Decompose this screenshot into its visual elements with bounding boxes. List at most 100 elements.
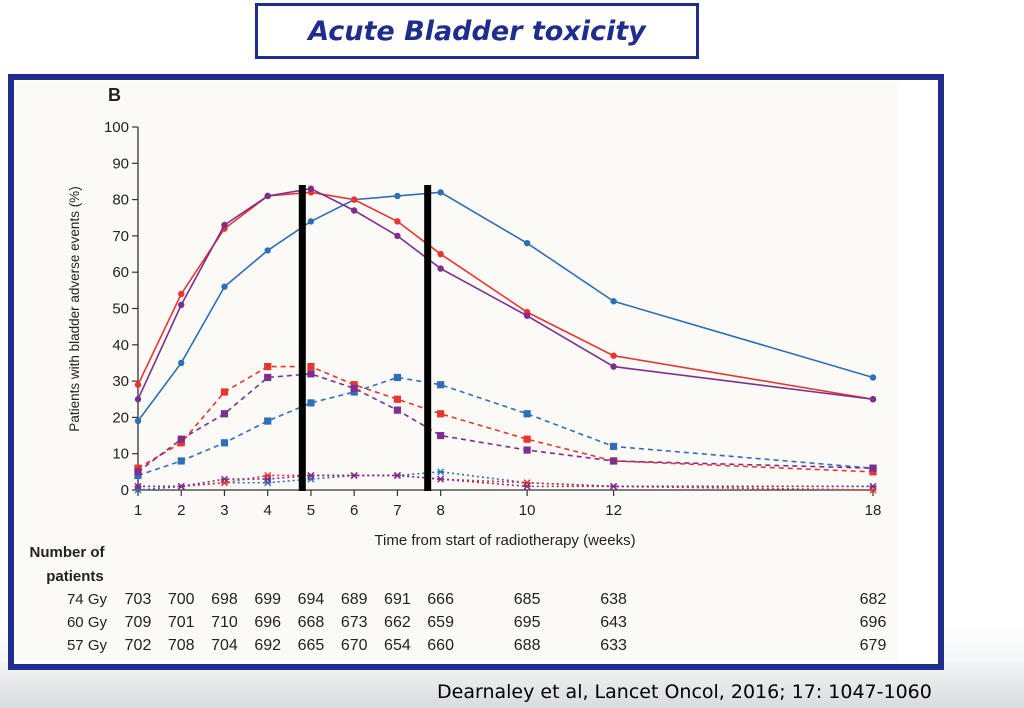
slide-title-box: Acute Bladder toxicity <box>255 3 699 59</box>
x-tick-label: 18 <box>865 502 882 519</box>
data-point <box>610 482 618 490</box>
patients-table: 74 Gy 703 700 698 699 694 689 691 666 685 638 682 60… <box>67 591 886 654</box>
x-tick-label: 10 <box>519 502 536 519</box>
data-point <box>307 185 315 192</box>
x-tick-label: 1 <box>134 502 142 519</box>
x-tick-label: 6 <box>350 502 358 519</box>
data-point <box>437 189 444 196</box>
slide-title: Acute Bladder toxicity <box>308 15 646 47</box>
data-point <box>134 417 142 425</box>
data-point <box>134 471 142 480</box>
series-line <box>137 373 874 473</box>
patients-count: 643 <box>600 614 627 631</box>
data-point <box>307 399 315 407</box>
x-axis-label: Time from start of radiotherapy (weeks) <box>374 532 635 549</box>
series-any-74gy <box>134 189 877 425</box>
y-axis-label: Patients with bladder adverse events (%) <box>67 186 82 431</box>
data-point <box>220 388 229 396</box>
data-point <box>307 218 315 225</box>
data-point <box>307 370 315 378</box>
data-point <box>264 362 272 371</box>
patients-table-heading-line1: Number of <box>30 544 106 561</box>
patients-row-60gy: 60 Gy 709 701 710 696 668 673 662 659 695 643 696 <box>67 614 886 631</box>
vertical-markers <box>298 185 432 491</box>
series-line <box>138 474 873 488</box>
data-point <box>610 298 617 305</box>
data-point <box>523 410 531 418</box>
patients-count: 699 <box>254 591 281 608</box>
series-3plus-57gy <box>134 471 877 490</box>
patients-count: 673 <box>341 614 368 631</box>
patients-count: 670 <box>341 637 368 654</box>
data-point <box>177 457 185 465</box>
x-tick-label: 12 <box>605 502 622 519</box>
series-line <box>137 376 874 477</box>
y-tick-label: 60 <box>112 264 129 281</box>
patients-count: 685 <box>514 591 541 608</box>
patients-count: 696 <box>860 614 887 631</box>
data-point <box>523 446 531 454</box>
x-tick-label: 3 <box>220 502 228 519</box>
data-point <box>523 312 531 319</box>
data-point <box>610 363 617 370</box>
data-point <box>869 396 877 403</box>
patients-count: 710 <box>211 614 238 631</box>
data-point <box>869 468 877 476</box>
series-2plus-74gy <box>134 373 877 480</box>
y-tick-label: 80 <box>112 192 129 209</box>
x-tick-label: 2 <box>177 502 185 519</box>
data-point <box>350 388 358 396</box>
vertical-marker-bar <box>298 185 306 491</box>
series-line <box>137 471 873 491</box>
data-point <box>178 359 185 367</box>
patients-row-57gy: 57 Gy 702 708 704 692 665 670 654 660 688 633 679 <box>67 637 886 654</box>
data-point <box>394 192 401 200</box>
patients-count: 701 <box>168 614 195 631</box>
y-tick-label: 0 <box>121 482 129 499</box>
patients-count: 698 <box>211 591 238 608</box>
data-point <box>523 239 531 247</box>
data-point <box>264 192 271 200</box>
figure-panel <box>15 82 898 660</box>
patients-count: 638 <box>600 591 627 608</box>
patients-count: 692 <box>254 637 281 654</box>
y-tick-label: 30 <box>112 373 129 390</box>
data-point <box>134 482 142 490</box>
data-point <box>437 265 444 272</box>
vertical-marker-bar <box>424 185 432 491</box>
data-point <box>307 471 315 479</box>
data-point <box>437 410 445 418</box>
data-point <box>437 250 444 258</box>
y-tick-label: 10 <box>112 446 129 463</box>
data-point <box>307 362 315 371</box>
data-point <box>393 395 402 403</box>
data-point <box>134 468 142 476</box>
x-tick-label: 7 <box>393 502 401 519</box>
series-line <box>137 187 874 401</box>
patients-count: 633 <box>600 637 627 654</box>
data-point <box>350 196 358 203</box>
patients-count: 709 <box>125 614 152 631</box>
patients-row-74gy: 74 Gy 703 700 698 699 694 689 691 666 685 638 682 <box>67 591 886 608</box>
data-point <box>350 207 358 214</box>
data-point <box>869 374 877 381</box>
data-point <box>178 301 185 309</box>
data-point <box>609 457 618 465</box>
data-point <box>350 381 358 389</box>
data-point <box>393 373 402 382</box>
series-line <box>137 191 874 422</box>
patients-count: 703 <box>125 591 152 608</box>
data-point <box>523 435 531 443</box>
patients-count: 695 <box>514 614 541 631</box>
patients-row-label: 60 Gy <box>67 614 108 631</box>
data-point <box>264 475 272 483</box>
y-tick-label: 20 <box>112 409 129 426</box>
data-point <box>437 431 445 440</box>
patients-count: 704 <box>211 637 238 654</box>
patients-count: 694 <box>298 591 325 608</box>
data-point <box>610 352 617 359</box>
patients-row-label: 57 Gy <box>67 637 108 654</box>
y-tick-label: 70 <box>112 228 129 245</box>
citation: Dearnaley et al, Lancet Oncol, 2016; 17:… <box>437 681 932 703</box>
y-tick-label: 100 <box>104 119 129 136</box>
